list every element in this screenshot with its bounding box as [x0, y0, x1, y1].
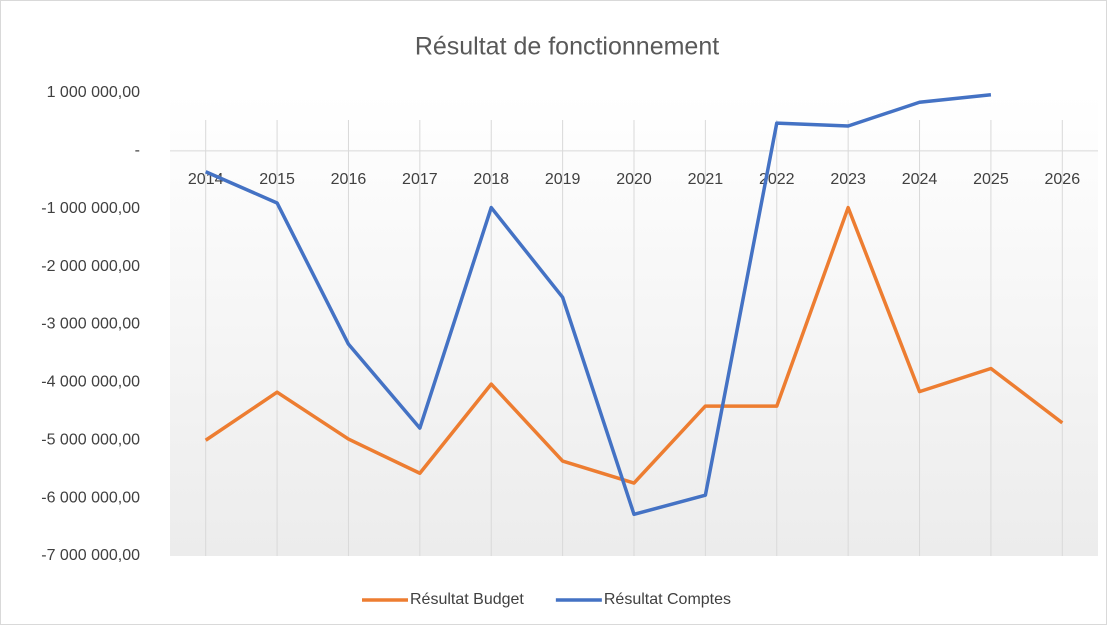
y-tick-label: -6 000 000,00 — [41, 489, 140, 506]
x-tick-label: 2024 — [902, 171, 938, 188]
y-tick-label: - — [135, 142, 140, 159]
y-tick-label: -3 000 000,00 — [41, 316, 140, 333]
x-tick-label: 2023 — [830, 171, 866, 188]
x-tick-label: 2021 — [688, 171, 724, 188]
y-tick-label: 1 000 000,00 — [47, 84, 141, 101]
x-tick-label: 2026 — [1045, 171, 1081, 188]
x-tick-label: 2017 — [402, 171, 438, 188]
y-tick-label: -1 000 000,00 — [41, 200, 140, 217]
x-tick-label: 2018 — [473, 171, 509, 188]
y-tick-label: -2 000 000,00 — [41, 258, 140, 275]
x-tick-label: 2025 — [973, 171, 1009, 188]
x-tick-label: 2015 — [259, 171, 295, 188]
x-tick-label: 2019 — [545, 171, 581, 188]
legend-label: Résultat Comptes — [604, 591, 731, 608]
legend-label: Résultat Budget — [410, 591, 524, 608]
series-line — [204, 205, 1064, 485]
x-tick-label: 2016 — [331, 171, 367, 188]
y-tick-label: -7 000 000,00 — [41, 547, 140, 564]
y-tick-label: -5 000 000,00 — [41, 431, 140, 448]
x-tick-label: 2014 — [188, 171, 224, 188]
y-tick-label: -4 000 000,00 — [41, 374, 140, 391]
series-line — [204, 92, 992, 517]
chart-title: Résultat de fonctionnement — [415, 33, 719, 61]
x-tick-label: 2020 — [616, 171, 652, 188]
